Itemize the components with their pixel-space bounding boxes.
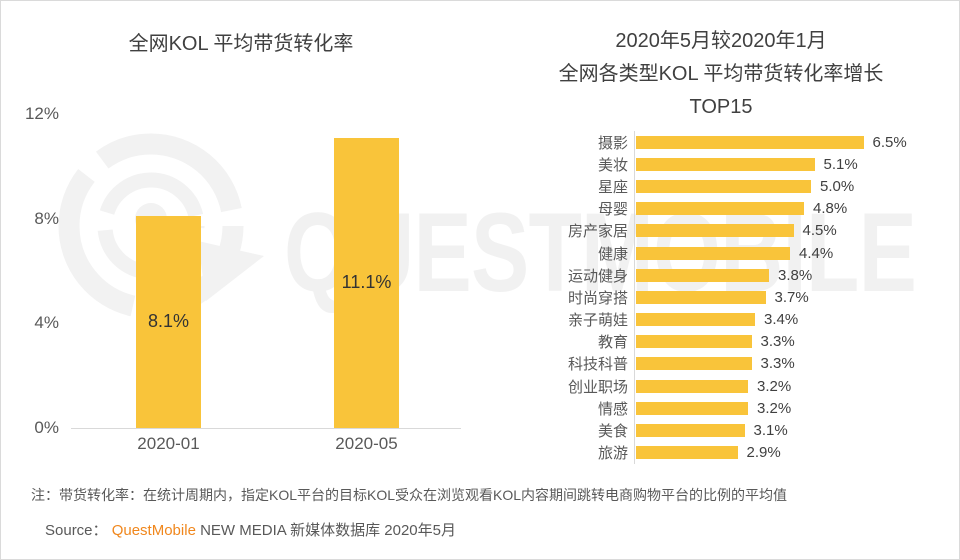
bar-value-label: 6.5% (872, 133, 907, 151)
category-label: 时尚穿搭 (567, 289, 628, 307)
horizontal-bar (636, 290, 766, 304)
x-axis-label: 2020-01 (137, 434, 200, 453)
bar-value-label: 5.0% (820, 177, 855, 195)
bar-value-label: 3.3% (760, 355, 795, 373)
y-axis-tick: 12% (24, 103, 59, 123)
category-label: 科技科普 (567, 356, 628, 374)
y-axis-line (634, 131, 635, 464)
source-brand: QuestMobile (111, 522, 196, 539)
horizontal-bar (636, 357, 752, 371)
category-label: 旅游 (597, 445, 628, 463)
horizontal-bar (636, 401, 748, 415)
source-suffix: NEW MEDIA 新媒体数据库 2020年5月 (200, 522, 456, 539)
footnote: 注：带货转化率：在统计周期内，指定KOL平台的目标KOL受众在浏览观看KOL内容… (31, 487, 788, 503)
horizontal-bar (636, 424, 745, 438)
horizontal-bar (636, 335, 752, 349)
category-label: 创业职场 (567, 378, 628, 396)
horizontal-bar (636, 157, 815, 171)
bar-value-label: 3.1% (753, 422, 788, 440)
source-line: Source： QuestMobile NEW MEDIA 新媒体数据库 202… (45, 519, 945, 540)
right-chart-title-line2: 全网各类型KOL 平均带货转化率增长 (558, 63, 884, 85)
bar-value-label: 3.2% (757, 399, 792, 417)
column-bar (334, 137, 399, 428)
bar-value-label: 4.4% (799, 244, 834, 262)
category-label: 健康 (597, 245, 628, 263)
top15-row: 时尚穿搭 3.7% (481, 286, 959, 308)
top15-row: 旅游 2.9% (481, 442, 959, 464)
top15-row: 运动健身 3.8% (481, 264, 959, 286)
right-chart-title: 2020年5月较2020年1月 全网各类型KOL 平均带货转化率增长 TOP15 (481, 25, 959, 124)
top15-row: 创业职场 3.2% (481, 375, 959, 397)
y-axis-tick: 0% (34, 418, 59, 437)
top15-row: 教育 3.3% (481, 331, 959, 353)
top15-row: 亲子萌娃 3.4% (481, 309, 959, 331)
top15-row: 房产家居 4.5% (481, 220, 959, 242)
horizontal-bar (636, 179, 811, 193)
horizontal-bar (636, 268, 769, 282)
y-axis-tick: 8% (34, 208, 59, 228)
bar-value-label: 3.8% (778, 266, 813, 284)
bar-value-label: 4.5% (802, 222, 837, 240)
horizontal-bar (636, 202, 804, 216)
top15-row: 科技科普 3.3% (481, 353, 959, 375)
bar-value-label: 5.1% (823, 155, 858, 173)
right-chart-title-line1: 2020年5月较2020年1月 (615, 30, 827, 52)
category-label: 美妆 (597, 156, 628, 174)
top15-row: 摄影 6.5% (481, 131, 959, 153)
top15-rows: 摄影 6.5% 美妆 5.1% 星座 5.0% 母婴 4.8% 房产家居 4.5% 健康 4.4% 运动… (481, 131, 959, 464)
top15-row: 健康 4.4% (481, 242, 959, 264)
column-value-label: 8.1% (147, 311, 190, 331)
category-label: 母婴 (597, 201, 628, 219)
category-label: 美食 (597, 423, 628, 441)
horizontal-bar (636, 224, 794, 238)
bar-value-label: 4.8% (813, 200, 848, 218)
top15-row: 美食 3.1% (481, 419, 959, 441)
top15-row: 美妆 5.1% (481, 153, 959, 175)
category-label: 亲子萌娃 (567, 312, 628, 330)
top15-row: 情感 3.2% (481, 397, 959, 419)
bar-value-label: 3.3% (760, 333, 795, 351)
category-label: 教育 (597, 334, 628, 352)
x-axis-line (71, 428, 461, 429)
top15-row: 母婴 4.8% (481, 198, 959, 220)
x-axis-label: 2020-05 (335, 434, 398, 453)
left-chart-title: 全网KOL 平均带货转化率 (128, 33, 354, 55)
category-label: 摄影 (597, 134, 628, 152)
category-label: 运动健身 (567, 267, 628, 285)
source-prefix: Source： (45, 522, 108, 539)
horizontal-bar (636, 313, 755, 327)
column-value-label: 11.1% (341, 271, 392, 292)
category-label: 情感 (597, 400, 628, 418)
bar-value-label: 3.2% (757, 377, 792, 395)
bar-value-label: 2.9% (746, 444, 781, 462)
horizontal-bar (636, 379, 748, 393)
y-axis-tick: 4% (34, 313, 59, 333)
top15-row: 星座 5.0% (481, 175, 959, 197)
horizontal-bar (636, 246, 790, 260)
bar-value-label: 3.7% (774, 288, 809, 306)
category-label: 星座 (597, 178, 628, 196)
horizontal-bar (636, 135, 864, 149)
bar-value-label: 3.4% (764, 311, 799, 329)
category-label: 房产家居 (567, 223, 628, 241)
right-chart-title-line3: TOP15 (689, 96, 753, 118)
horizontal-bar (636, 446, 738, 460)
